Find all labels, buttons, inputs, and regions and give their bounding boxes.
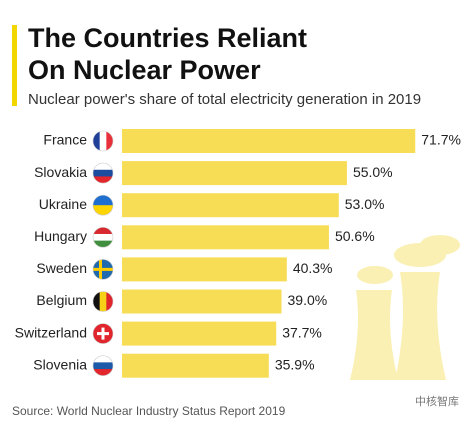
category-label: Slovenia <box>33 356 87 372</box>
value-label: 71.7% <box>421 132 461 148</box>
category-label: France <box>43 132 87 148</box>
cooling-towers <box>350 235 460 380</box>
watermark: 中核智库 <box>415 394 459 408</box>
flag-stripe <box>93 291 101 312</box>
bar <box>122 193 339 218</box>
chart-subtitle: Nuclear power's share of total electrici… <box>28 91 421 108</box>
category-label: Sweden <box>36 260 87 276</box>
value-label: 55.0% <box>353 164 393 180</box>
flag-cross <box>97 332 109 336</box>
flag-border <box>92 227 114 248</box>
flag-stripe <box>93 369 113 376</box>
flag <box>93 163 113 184</box>
value-label: 50.6% <box>335 228 375 244</box>
flag-stripe <box>99 131 107 151</box>
bar <box>122 321 277 346</box>
flag-border <box>92 323 114 344</box>
flag-stripe <box>106 131 113 151</box>
bar <box>122 257 287 282</box>
accent-bar <box>12 25 17 106</box>
bar <box>122 289 282 314</box>
source: Source: World Nuclear Industry Status Re… <box>12 404 286 418</box>
bar <box>122 225 329 250</box>
flag-stripe <box>93 131 101 151</box>
category-label: Slovakia <box>34 164 87 180</box>
bar <box>122 129 416 153</box>
flag-border <box>92 291 114 312</box>
flag-border <box>92 194 114 216</box>
flag-stripe <box>93 355 113 363</box>
flag-border <box>92 130 114 152</box>
value-label: 35.9% <box>275 356 315 372</box>
flag <box>93 291 113 312</box>
flag-stripe <box>93 176 113 184</box>
flag-stripe <box>93 362 113 370</box>
flag <box>93 195 113 216</box>
chart-title: The Countries Reliant <box>28 23 307 53</box>
flag <box>93 355 113 376</box>
category-label: Switzerland <box>15 324 87 340</box>
flag-stripe <box>99 291 107 312</box>
flag-stripe <box>106 291 113 312</box>
flag <box>93 227 113 248</box>
flag <box>93 259 113 280</box>
chart-title: On Nuclear Power <box>28 55 261 85</box>
flag-border <box>92 162 114 184</box>
flag <box>93 323 113 344</box>
flag <box>93 131 113 151</box>
category-label: Belgium <box>36 292 87 308</box>
flag-cross <box>93 267 113 271</box>
flag-stripe <box>93 195 113 206</box>
flag-border <box>92 259 114 280</box>
flag-stripe <box>93 240 113 248</box>
value-label: 37.7% <box>282 324 322 340</box>
flag-stripe <box>93 169 113 177</box>
value-label: 39.0% <box>288 292 328 308</box>
category-label: Hungary <box>34 228 87 244</box>
flag-stripe <box>93 233 113 242</box>
value-label: 53.0% <box>345 196 385 212</box>
flag-stripe <box>93 205 113 216</box>
flag-stripe <box>93 163 113 171</box>
bar <box>122 353 269 378</box>
category-label: Ukraine <box>39 196 87 212</box>
bar <box>122 161 347 186</box>
value-label: 40.3% <box>293 260 333 276</box>
flag-stripe <box>93 227 113 235</box>
flag-border <box>92 355 114 377</box>
